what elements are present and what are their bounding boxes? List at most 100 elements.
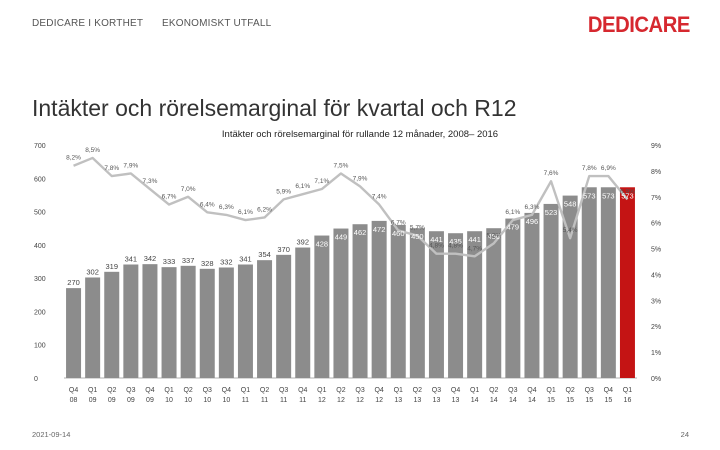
category-label-year: 12 [318,397,326,404]
left-axis-tick: 500 [34,210,46,217]
left-axis-tick: 200 [34,309,46,316]
category-label-year: 09 [127,397,135,404]
margin-label: 5,2% [486,232,501,239]
category-label-year: 11 [299,397,306,404]
category-label-quarter: Q1 [623,387,632,394]
revenue-label: 548 [564,200,577,209]
category-label-quarter: Q4 [69,387,78,394]
category-label-year: 13 [413,397,421,404]
revenue-bar [562,195,578,378]
revenue-bar [104,271,120,378]
margin-label: 4,7% [467,245,482,252]
revenue-label: 441 [468,235,481,244]
revenue-bar [333,228,349,378]
margin-label: 7,8% [582,165,597,172]
category-label-year: 15 [604,397,612,404]
category-label-year: 11 [261,397,268,404]
category-label-quarter: Q2 [107,387,116,394]
margin-label: 7,9% [123,162,138,169]
category-label-quarter: Q2 [489,387,498,394]
margin-label: 4,8% [429,243,444,250]
margin-label: 7,6% [544,170,559,177]
revenue-label: 496 [526,217,539,226]
header-topic-label: EKONOMISKT UTFALL [162,18,272,29]
revenue-bar [409,228,425,378]
margin-label: 6,1% [505,209,520,216]
left-axis-tick: 300 [34,276,46,283]
left-axis-tick: 0 [34,376,38,383]
margin-label: 6,7% [162,194,177,201]
margin-label: 7,5% [334,162,349,169]
category-label-quarter: Q4 [145,387,154,394]
category-label-year: 14 [509,397,517,404]
revenue-label: 450 [411,232,424,241]
category-label-quarter: Q1 [470,387,479,394]
category-label-quarter: Q1 [241,387,250,394]
revenue-bar [276,254,292,378]
category-label-quarter: Q4 [222,387,231,394]
revenue-bar [543,203,559,378]
margin-label: 7,3% [143,178,158,185]
revenue-label: 354 [258,250,271,259]
category-label-year: 09 [89,397,97,404]
revenue-label: 460 [392,229,405,238]
category-label-quarter: Q1 [317,387,326,394]
category-label-year: 10 [165,397,173,404]
category-label-year: 15 [566,397,574,404]
category-label-quarter: Q2 [565,387,574,394]
category-label-year: 12 [356,397,364,404]
margin-label: 7,4% [372,194,387,201]
category-label-quarter: Q3 [355,387,364,394]
right-axis-tick: 4% [651,272,661,279]
revenue-bar [237,264,253,378]
margin-label: 7,0% [181,186,196,193]
category-label-quarter: Q3 [203,387,212,394]
revenue-bar [390,224,406,378]
category-label-year: 14 [528,397,536,404]
category-label-year: 13 [394,397,402,404]
revenue-bar [619,187,635,378]
margin-label: 6,1% [238,209,253,216]
category-label-quarter: Q1 [88,387,97,394]
revenue-label: 573 [602,191,615,200]
category-label-year: 11 [280,397,287,404]
revenue-label: 428 [316,240,329,249]
revenue-bar [600,187,616,378]
right-axis-tick: 7% [651,195,661,202]
revenue-bar [142,264,158,378]
revenue-label: 337 [182,256,195,265]
margin-label: 4,8% [448,243,463,250]
category-label-year: 14 [471,397,479,404]
revenue-bar [85,277,101,378]
category-label-year: 15 [547,397,555,404]
right-axis-tick: 1% [651,350,661,357]
category-label-quarter: Q4 [374,387,383,394]
page-title: Intäkter och rörelsemarginal för kvartal… [32,95,517,122]
category-label-quarter: Q2 [183,387,192,394]
category-label-quarter: Q2 [413,387,422,394]
category-label-year: 16 [624,397,632,404]
category-label-quarter: Q1 [546,387,555,394]
revenue-label: 342 [144,254,157,263]
revenue-label: 523 [545,208,558,217]
right-axis-tick: 0% [651,376,661,383]
category-label-quarter: Q1 [394,387,403,394]
revenue-label: 341 [239,254,252,263]
category-label-quarter: Q3 [508,387,517,394]
revenue-bar [371,220,387,378]
category-label-year: 15 [585,397,593,404]
revenue-label: 270 [67,278,80,287]
right-axis-tick: 3% [651,298,661,305]
margin-label: 8,5% [85,147,100,154]
margin-label: 6,1% [295,183,310,190]
left-axis-tick: 400 [34,243,46,250]
margin-label: 8,2% [66,155,81,162]
header-section-label: DEDICARE I KORTHET [32,18,144,29]
left-axis-tick: 100 [34,343,46,350]
revenue-bar [448,233,464,378]
margin-label: 6,9% [620,188,635,195]
dedicare-logo: DEDICARE [587,12,690,37]
category-label-quarter: Q4 [527,387,536,394]
revenue-label: 449 [335,233,348,242]
